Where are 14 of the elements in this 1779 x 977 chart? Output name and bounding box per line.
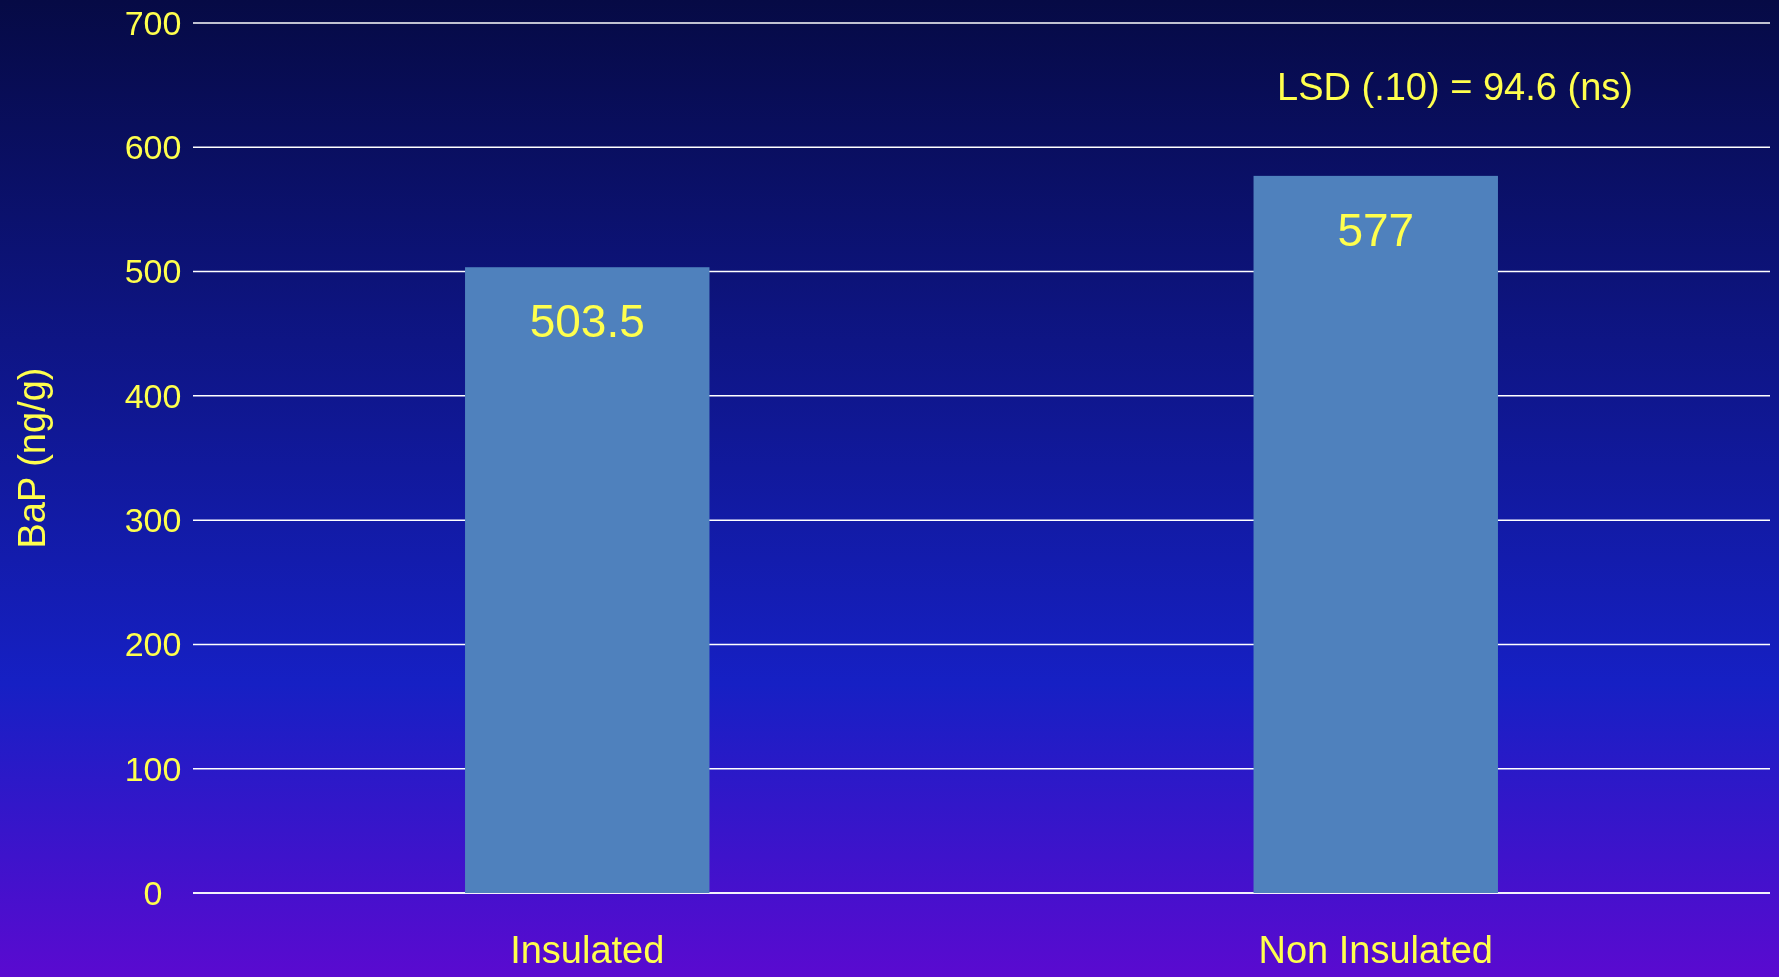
data-label: 577 bbox=[1337, 203, 1415, 256]
y-tick-label: 200 bbox=[124, 625, 182, 664]
y-tick-label: 0 bbox=[143, 873, 163, 912]
y-tick-label: 400 bbox=[124, 376, 182, 415]
annotation: LSD (.10) = 94.6 (ns) bbox=[1277, 66, 1633, 108]
y-tick-label: 500 bbox=[124, 252, 182, 291]
y-axis-title: BaP (ng/g) bbox=[11, 367, 53, 549]
y-tick-label: 600 bbox=[124, 128, 182, 167]
y-tick-label: 100 bbox=[124, 749, 182, 788]
data-label: 503.5 bbox=[529, 295, 645, 348]
y-tick-label: 300 bbox=[124, 501, 182, 540]
x-tick-label: Non Insulated bbox=[1258, 929, 1493, 971]
x-tick-label: Insulated bbox=[510, 929, 665, 971]
y-tick-label: 700 bbox=[124, 3, 182, 42]
